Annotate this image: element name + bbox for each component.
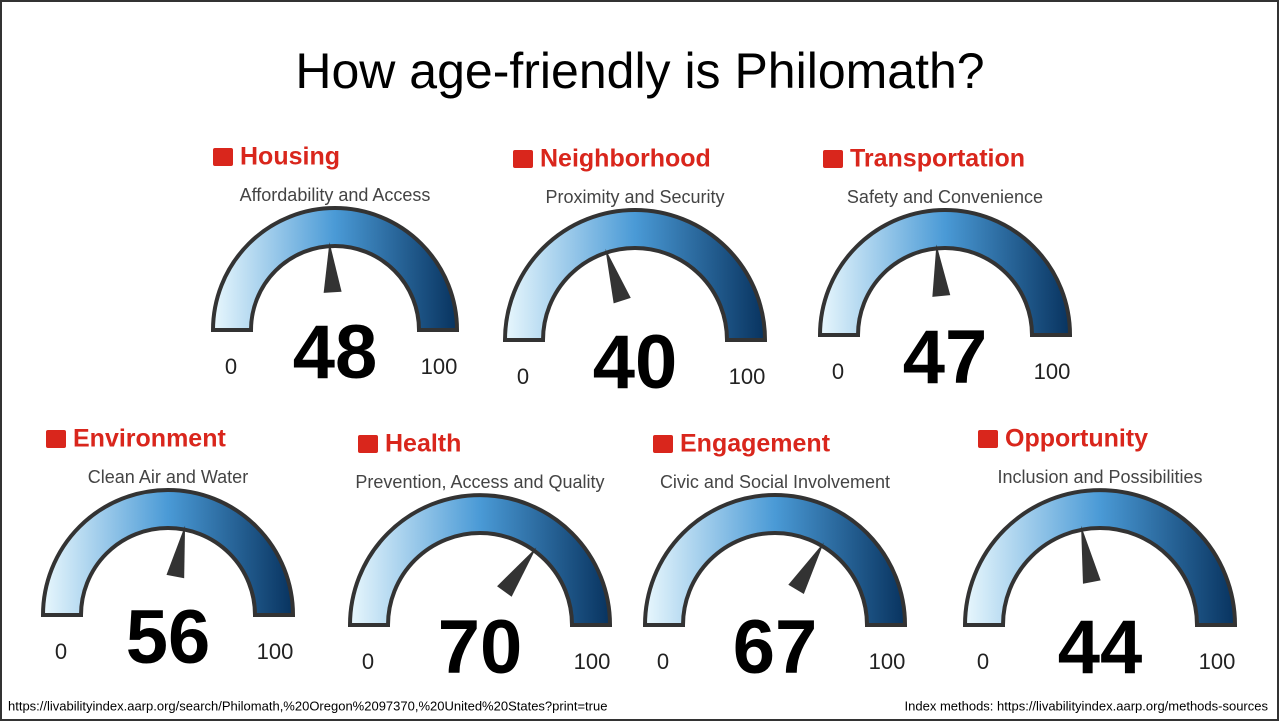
gauge-needle: [932, 244, 951, 297]
category-subtitle: Civic and Social Involvement: [660, 472, 890, 492]
gauge-tick-label: 100: [729, 364, 766, 389]
gauge-tick-label: 0: [657, 649, 669, 674]
gauge-needle: [323, 242, 342, 293]
category-title: Housing: [240, 143, 340, 171]
category-subtitle: Prevention, Access and Quality: [355, 472, 604, 492]
gauge-value: 48: [293, 310, 378, 395]
gauge-band: [40, 488, 296, 617]
category-icon: [358, 435, 378, 453]
category-icon: [978, 430, 998, 448]
gauge-band: [817, 208, 1073, 337]
category-subtitle: Clean Air and Water: [88, 467, 248, 487]
gauge-band: [502, 208, 768, 342]
footer-left: https://livabilityindex.aarp.org/search/…: [8, 698, 607, 713]
gauge-band: [642, 493, 908, 627]
category-title: Engagement: [680, 430, 831, 458]
gauge-needle: [166, 525, 186, 579]
gauge-tick-label: 0: [55, 639, 67, 664]
gauge-tick-label: 100: [1199, 649, 1236, 674]
category-icon: [213, 148, 233, 166]
gauge-value: 47: [903, 315, 988, 400]
category-title: Environment: [73, 425, 226, 453]
category-icon: [653, 435, 673, 453]
footer-right: Index methods: https://livabilityindex.a…: [905, 698, 1269, 713]
gauge-tick-label: 0: [225, 354, 237, 379]
gauge-value: 70: [438, 605, 523, 690]
gauge-needle: [1081, 525, 1101, 584]
category-icon: [46, 430, 66, 448]
gauge-tick-label: 100: [1034, 359, 1071, 384]
gauge-needle: [605, 248, 631, 304]
gauge-tick-label: 0: [362, 649, 374, 674]
category-title: Neighborhood: [540, 145, 711, 173]
gauge-tick-label: 100: [574, 649, 611, 674]
gauge-value: 44: [1058, 605, 1143, 690]
gauge-needle: [788, 542, 824, 594]
category-title: Health: [385, 430, 461, 458]
category-icon: [513, 150, 533, 168]
gauge-needle: [497, 547, 537, 597]
category-title: Transportation: [850, 145, 1025, 173]
category-subtitle: Safety and Convenience: [847, 187, 1043, 207]
gauge-tick-label: 100: [421, 354, 458, 379]
gauge-value: 67: [733, 605, 818, 690]
gauge-tick-label: 0: [517, 364, 529, 389]
gauge-band: [347, 493, 613, 627]
category-subtitle: Inclusion and Possibilities: [997, 467, 1202, 487]
gauge-tick-label: 0: [832, 359, 844, 384]
category-icon: [823, 150, 843, 168]
gauge-band: [962, 488, 1238, 627]
gauge-tick-label: 0: [977, 649, 989, 674]
gauge-band: [210, 206, 460, 332]
slide-title: How age-friendly is Philomath?: [295, 43, 984, 99]
gauge-tick-label: 100: [257, 639, 294, 664]
gauge-value: 40: [593, 320, 678, 405]
category-subtitle: Affordability and Access: [240, 185, 431, 205]
category-subtitle: Proximity and Security: [545, 187, 724, 207]
category-title: Opportunity: [1005, 425, 1148, 453]
gauge-tick-label: 100: [869, 649, 906, 674]
gauge-value: 56: [126, 595, 211, 680]
